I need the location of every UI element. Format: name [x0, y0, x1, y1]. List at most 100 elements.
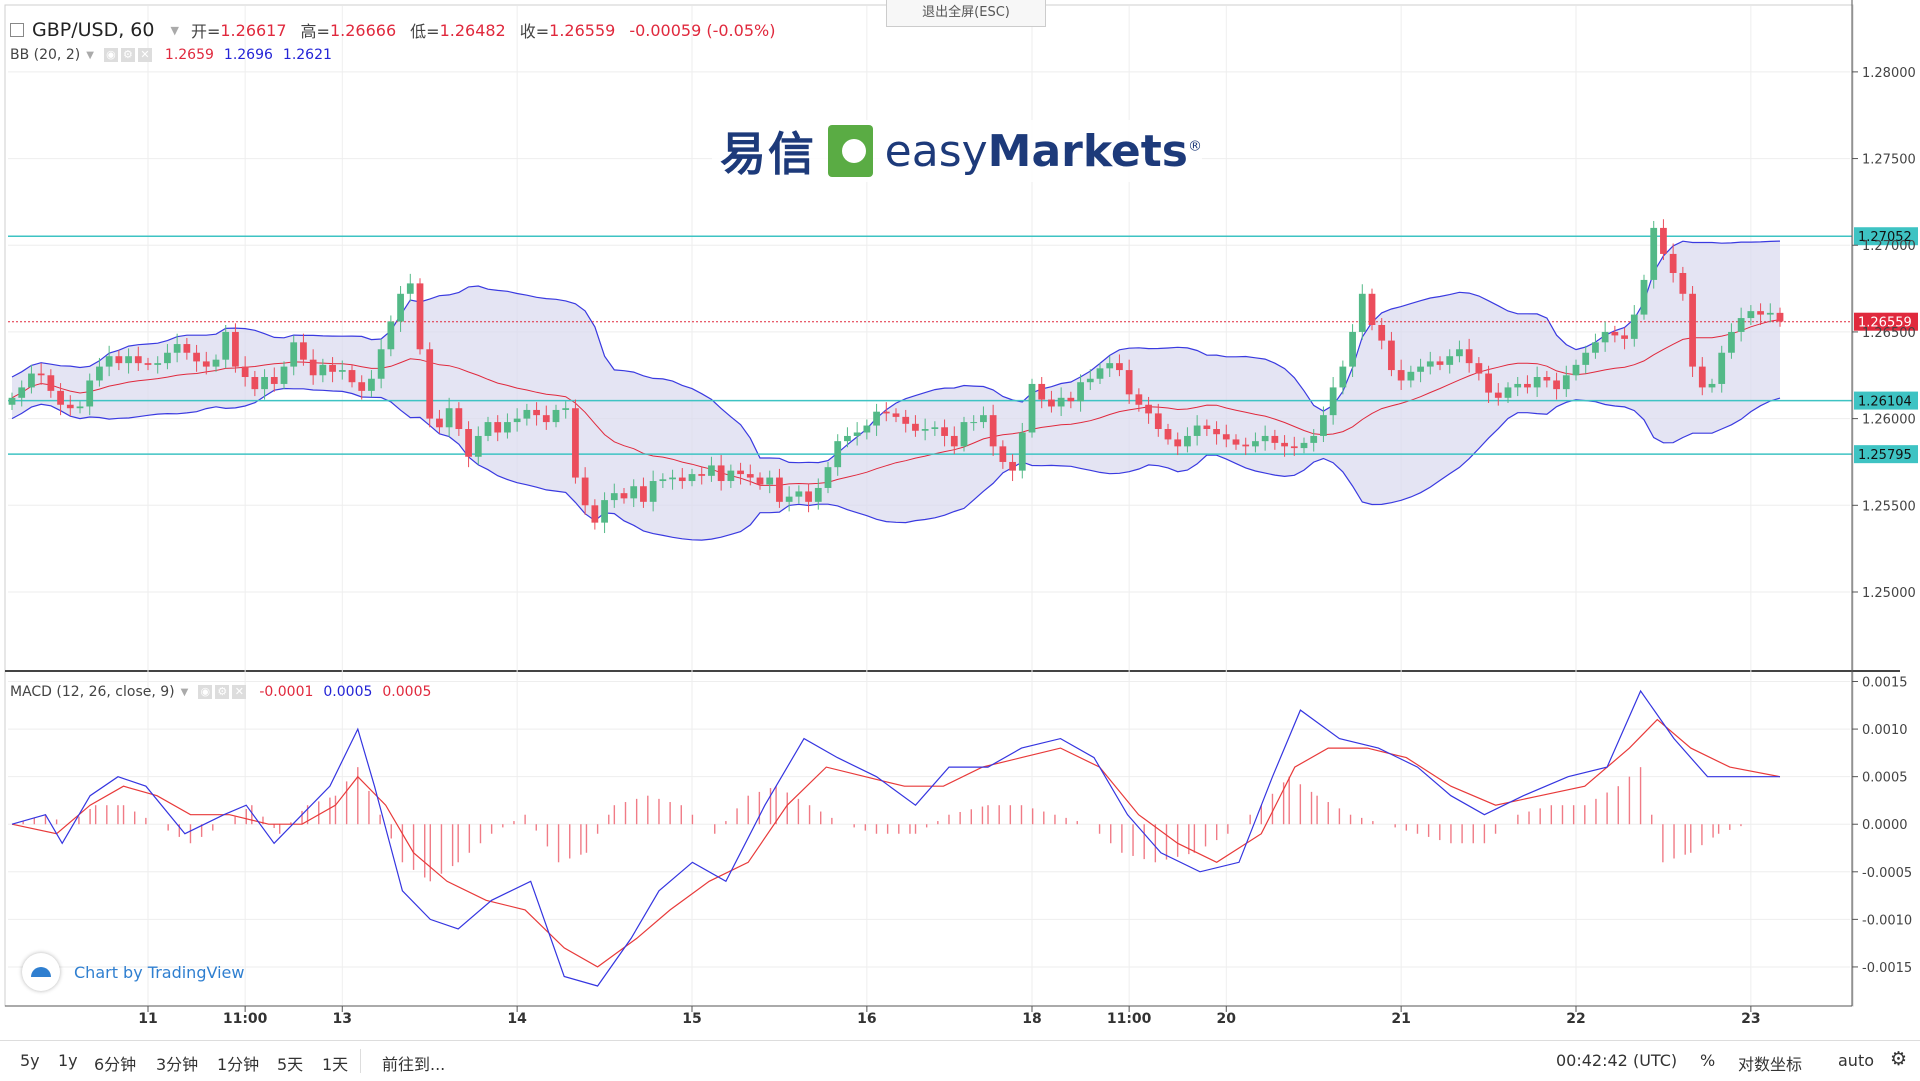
candle-body[interactable] [1358, 293, 1366, 332]
candle-body[interactable] [1213, 429, 1220, 435]
candle-body[interactable] [37, 373, 45, 376]
candle-body[interactable] [746, 474, 754, 478]
candle-body[interactable] [338, 370, 346, 372]
eye-icon[interactable]: ◉ [198, 685, 213, 699]
candle-body[interactable] [1426, 361, 1434, 367]
candle-body[interactable] [931, 427, 939, 430]
candle-body[interactable] [542, 415, 550, 423]
candle-body[interactable] [950, 435, 958, 447]
candle-body[interactable] [1456, 349, 1463, 357]
candle-body[interactable] [601, 500, 608, 523]
candle-body[interactable] [348, 370, 356, 383]
candle-body[interactable] [630, 486, 638, 499]
candle-body[interactable] [202, 361, 210, 367]
candle-body[interactable] [1524, 383, 1531, 388]
candle-body[interactable] [1009, 461, 1016, 471]
candle-body[interactable] [1067, 397, 1075, 402]
candle-body[interactable] [1135, 394, 1143, 405]
candle-body[interactable] [222, 331, 230, 360]
candle-body[interactable] [125, 356, 132, 364]
candle-body[interactable] [533, 409, 540, 416]
candle-body[interactable] [1494, 392, 1502, 398]
candle-body[interactable] [717, 465, 725, 482]
candle-body[interactable] [416, 283, 424, 350]
candle-body[interactable] [1776, 312, 1784, 322]
candle-body[interactable] [960, 422, 968, 447]
candle-body[interactable] [1485, 373, 1492, 393]
candle-body[interactable] [1553, 380, 1560, 390]
candle-body[interactable] [18, 387, 26, 398]
candle-body[interactable] [1533, 377, 1541, 388]
candle-body[interactable] [1125, 370, 1133, 395]
candle-body[interactable] [57, 390, 64, 405]
range-6m-button[interactable]: 6分钟 [94, 1055, 137, 1074]
candle-body[interactable] [164, 352, 171, 364]
candle-body[interactable] [873, 411, 880, 426]
candle-body[interactable] [999, 446, 1007, 462]
dropdown-icon[interactable]: ▼ [170, 23, 179, 37]
candle-body[interactable] [261, 377, 268, 390]
symbol-title[interactable]: GBP/USD, 60 [32, 19, 155, 41]
candle-body[interactable] [688, 474, 696, 482]
candle-body[interactable] [649, 481, 657, 502]
range-1y-button[interactable]: 1y [58, 1051, 78, 1070]
candle-body[interactable] [1290, 446, 1298, 449]
candle-body[interactable] [1592, 342, 1599, 353]
candle-body[interactable] [970, 422, 978, 424]
candle-body[interactable] [1300, 442, 1308, 449]
candle-body[interactable] [1339, 366, 1347, 388]
candle-body[interactable] [513, 418, 521, 423]
candle-body[interactable] [1514, 383, 1522, 388]
candle-body[interactable] [76, 406, 84, 409]
candle-body[interactable] [465, 429, 472, 457]
candle-body[interactable] [212, 359, 220, 367]
candle-body[interactable] [1164, 429, 1172, 440]
candle-body[interactable] [1184, 435, 1191, 447]
close-icon[interactable]: ✕ [137, 48, 152, 62]
candle-body[interactable] [1222, 434, 1230, 440]
candle-body[interactable] [455, 408, 463, 430]
horizontal-levels[interactable]: 1.27052 1.26104 1.25795 1.26559 [8, 227, 1918, 464]
candle-body[interactable] [1349, 331, 1356, 367]
candle-body[interactable] [358, 382, 366, 391]
candle-body[interactable] [1232, 439, 1240, 445]
gear-icon[interactable]: ⚙ [1890, 1048, 1908, 1070]
utc-clock[interactable]: 00:42:42 (UTC) [1556, 1051, 1678, 1070]
candle-body[interactable] [562, 408, 570, 410]
macd-signal-line[interactable] [11, 718, 1781, 968]
candle-body[interactable] [232, 331, 239, 367]
candle-body[interactable] [892, 413, 900, 417]
candle-body[interactable] [678, 477, 686, 482]
candle-body[interactable] [445, 408, 453, 428]
candle-body[interactable] [387, 321, 395, 350]
candle-body[interactable] [989, 415, 997, 447]
gear-icon[interactable]: ⚙ [215, 685, 230, 699]
candle-body[interactable] [1465, 349, 1473, 364]
candle-body[interactable] [1252, 441, 1259, 447]
candle-body[interactable] [1388, 340, 1395, 371]
candle-body[interactable] [902, 416, 910, 424]
candle-body[interactable] [640, 486, 647, 502]
candle-body[interactable] [737, 470, 744, 475]
candle-body[interactable] [474, 435, 482, 457]
candle-body[interactable] [251, 377, 259, 390]
candle-body[interactable] [1154, 413, 1162, 430]
candle-body[interactable] [1504, 387, 1512, 398]
candle-body[interactable] [504, 422, 511, 433]
range-1d-button[interactable]: 1天 [322, 1055, 349, 1074]
candle-body[interactable] [1601, 331, 1609, 343]
candle-body[interactable] [1417, 366, 1424, 372]
candle-body[interactable] [494, 422, 502, 433]
candle-body[interactable] [795, 491, 803, 497]
candle-body[interactable] [1038, 383, 1046, 400]
candle-body[interactable] [309, 359, 317, 376]
candle-body[interactable] [572, 408, 579, 478]
bb-legend-name[interactable]: BB (20, 2) [10, 47, 81, 63]
candle-body[interactable] [66, 404, 74, 409]
dropdown-icon[interactable]: ▼ [86, 49, 94, 61]
candle-body[interactable] [1174, 439, 1182, 447]
candle-body[interactable] [824, 467, 832, 488]
candle-body[interactable] [766, 477, 774, 485]
collapse-icon[interactable] [10, 23, 24, 37]
candle-body[interactable] [1436, 361, 1444, 365]
